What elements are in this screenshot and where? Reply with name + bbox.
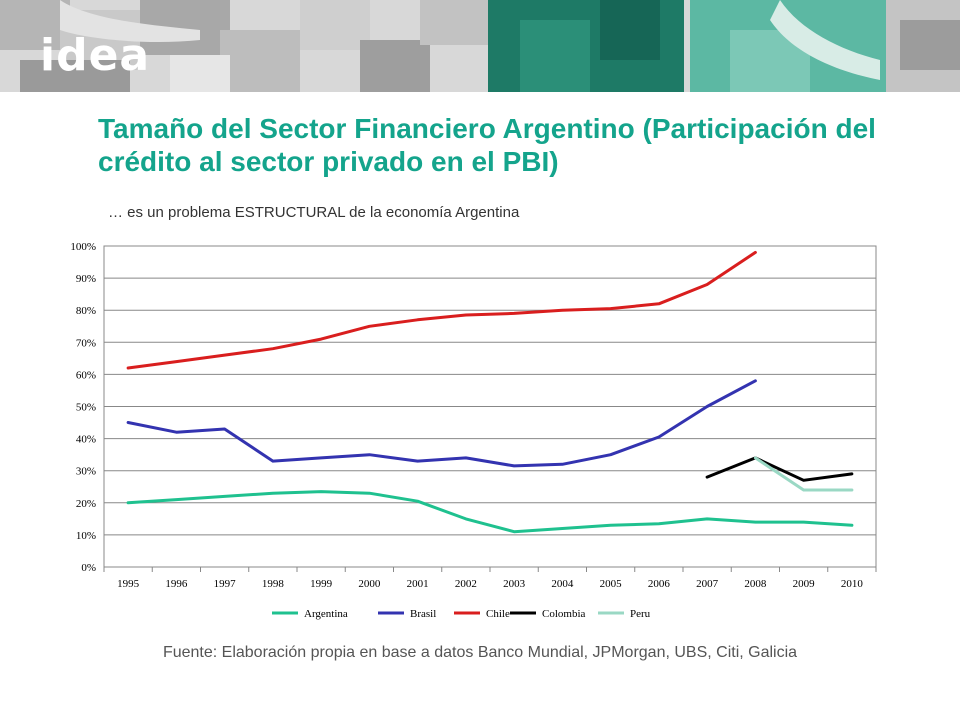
x-tick-label: 2001 <box>407 578 429 590</box>
x-tick-label: 1997 <box>214 578 237 590</box>
legend-label-argentina: Argentina <box>304 608 348 620</box>
legend-label-chile: Chile <box>486 608 510 620</box>
series-line-argentina <box>126 490 854 534</box>
banner-photo <box>0 0 960 92</box>
series-line-brasil <box>126 379 757 468</box>
y-tick-label: 30% <box>76 466 96 478</box>
x-tick-label: 1996 <box>165 578 188 590</box>
x-tick-label: 2004 <box>551 578 574 590</box>
x-tick-label: 1999 <box>310 578 333 590</box>
chart-canvas: 0% 10% 20% 30% 40% 50% 60% 70% 80% 90% 100% 1995 199… <box>70 241 877 620</box>
header-banner: idea <box>0 0 960 92</box>
y-tick-label: 10% <box>76 530 96 542</box>
x-tick-label: 2009 <box>793 578 816 590</box>
legend-label-colombia: Colombia <box>542 608 586 620</box>
line-chart: 0% 10% 20% 30% 40% 50% 60% 70% 80% 90% 100% 1995 199… <box>0 230 960 630</box>
x-tick-label: 1995 <box>117 578 140 590</box>
x-tick-label: 2000 <box>358 578 381 590</box>
y-tick-label: 60% <box>76 369 96 381</box>
x-tick-label: 2008 <box>744 578 767 590</box>
x-tick-label: 1998 <box>262 578 285 590</box>
y-tick-label: 20% <box>76 498 96 510</box>
y-tick-label: 100% <box>70 241 96 253</box>
series-line-peru <box>753 456 854 492</box>
y-tick-label: 80% <box>76 305 96 317</box>
slide-title: Tamaño del Sector Financiero Argentino (… <box>98 113 876 177</box>
x-tick-label: 2010 <box>841 578 864 590</box>
x-tick-label: 2003 <box>503 578 526 590</box>
y-tick-label: 0% <box>81 562 96 574</box>
x-tick-label: 2006 <box>648 578 671 590</box>
y-tick-label: 90% <box>76 273 96 285</box>
y-tick-label: 70% <box>76 337 96 349</box>
x-tick-label: 2007 <box>696 578 719 590</box>
legend-label-brasil: Brasil <box>410 608 436 620</box>
legend-label-peru: Peru <box>630 608 651 620</box>
logo: idea <box>40 30 151 81</box>
source-note: Fuente: Elaboración propia en base a dat… <box>162 644 798 661</box>
y-tick-label: 40% <box>76 434 96 446</box>
x-tick-label: 2005 <box>600 578 623 590</box>
series-line-colombia <box>705 456 854 482</box>
series-line-chile <box>126 250 757 370</box>
y-tick-label: 50% <box>76 402 96 414</box>
slide-subtitle: … es un problema ESTRUCTURAL de la econo… <box>108 204 520 221</box>
x-tick-label: 2002 <box>455 578 477 590</box>
